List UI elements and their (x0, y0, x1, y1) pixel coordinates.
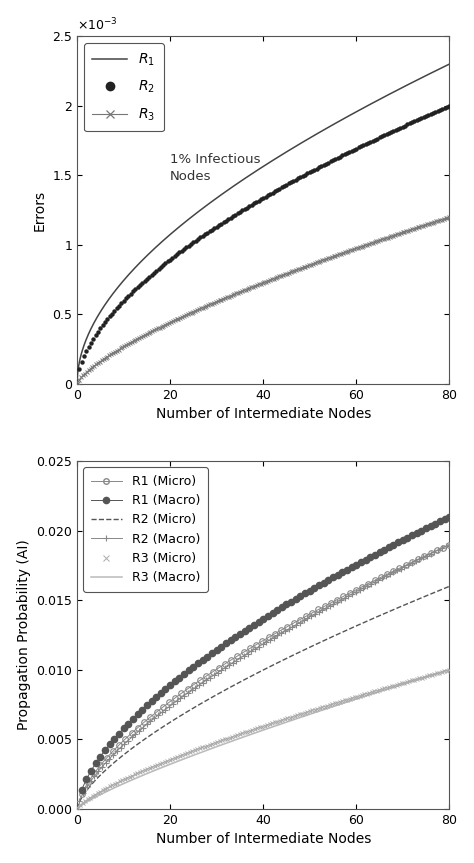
Line: R1 (Micro): R1 (Micro) (79, 542, 452, 797)
Legend: R1 (Micro), R1 (Macro), R2 (Micro), R2 (Macro), R3 (Micro), R3 (Macro): R1 (Micro), R1 (Macro), R2 (Micro), R2 (… (83, 468, 208, 592)
Legend: $R_1$, $R_2$, $R_3$: $R_1$, $R_2$, $R_3$ (84, 43, 164, 131)
R1 (Macro) (447, 512, 452, 522)
Y-axis label: Errors: Errors (33, 190, 46, 230)
R1 (Micro) (447, 539, 452, 550)
Text: 1% Infectious
Nodes: 1% Infectious Nodes (170, 154, 261, 184)
R2 (Macro) (417, 554, 422, 564)
R2 (Macro) (147, 716, 153, 727)
R3 (Micro) (222, 734, 228, 745)
Line: R3 (Macro): R3 (Macro) (77, 670, 449, 809)
R2 (Micro) (140, 735, 146, 746)
R3 (Macro) (447, 665, 452, 675)
R2 (Micro) (323, 634, 328, 645)
R3 (Macro) (293, 714, 299, 724)
R3 (Micro) (284, 713, 290, 723)
R1 (Macro) (242, 626, 247, 636)
R2 (Macro) (163, 704, 168, 715)
R2 (Micro) (170, 715, 176, 726)
R2 (Macro) (77, 796, 82, 806)
Line: R2 (Macro): R2 (Macro) (77, 542, 452, 803)
R1 (Micro) (203, 671, 209, 681)
R1 (Macro) (298, 591, 303, 602)
Line: R1 (Macro): R1 (Macro) (79, 513, 453, 793)
R2 (Micro) (243, 674, 248, 684)
R2 (Micro) (74, 803, 80, 814)
R1 (Macro) (330, 572, 336, 583)
R3 (Micro) (75, 803, 81, 813)
X-axis label: Number of Intermediate Nodes: Number of Intermediate Nodes (155, 407, 371, 421)
R1 (Micro) (79, 789, 84, 799)
R1 (Macro) (302, 589, 308, 599)
R2 (Micro) (293, 648, 299, 658)
R3 (Micro) (197, 743, 203, 753)
R3 (Macro) (243, 731, 248, 741)
R3 (Micro) (332, 698, 337, 709)
R3 (Micro) (269, 718, 275, 728)
R1 (Macro) (405, 532, 410, 543)
R1 (Micro) (173, 693, 178, 703)
Line: R2 (Micro): R2 (Micro) (77, 586, 449, 809)
R1 (Macro) (316, 580, 322, 590)
R1 (Macro) (79, 784, 84, 795)
R2 (Micro) (447, 581, 452, 591)
Text: $\times 10^{-3}$: $\times 10^{-3}$ (77, 16, 118, 33)
R3 (Macro) (355, 694, 360, 704)
X-axis label: Number of Intermediate Nodes: Number of Intermediate Nodes (155, 832, 371, 847)
R3 (Micro) (447, 665, 452, 675)
R2 (Macro) (447, 539, 452, 550)
R2 (Macro) (297, 617, 303, 627)
Line: R3 (Micro): R3 (Micro) (75, 668, 451, 810)
R3 (Macro) (323, 704, 328, 715)
R2 (Macro) (428, 549, 434, 559)
Y-axis label: Propagation Probability (AI): Propagation Probability (AI) (17, 539, 31, 730)
R2 (Macro) (267, 634, 273, 645)
R1 (Micro) (141, 717, 147, 728)
R1 (Micro) (197, 675, 203, 685)
R3 (Macro) (170, 758, 176, 768)
R3 (Macro) (74, 803, 80, 814)
R2 (Micro) (355, 620, 360, 631)
R1 (Micro) (185, 683, 191, 694)
R3 (Macro) (140, 770, 146, 780)
R1 (Micro) (310, 608, 315, 618)
R3 (Micro) (382, 683, 387, 694)
